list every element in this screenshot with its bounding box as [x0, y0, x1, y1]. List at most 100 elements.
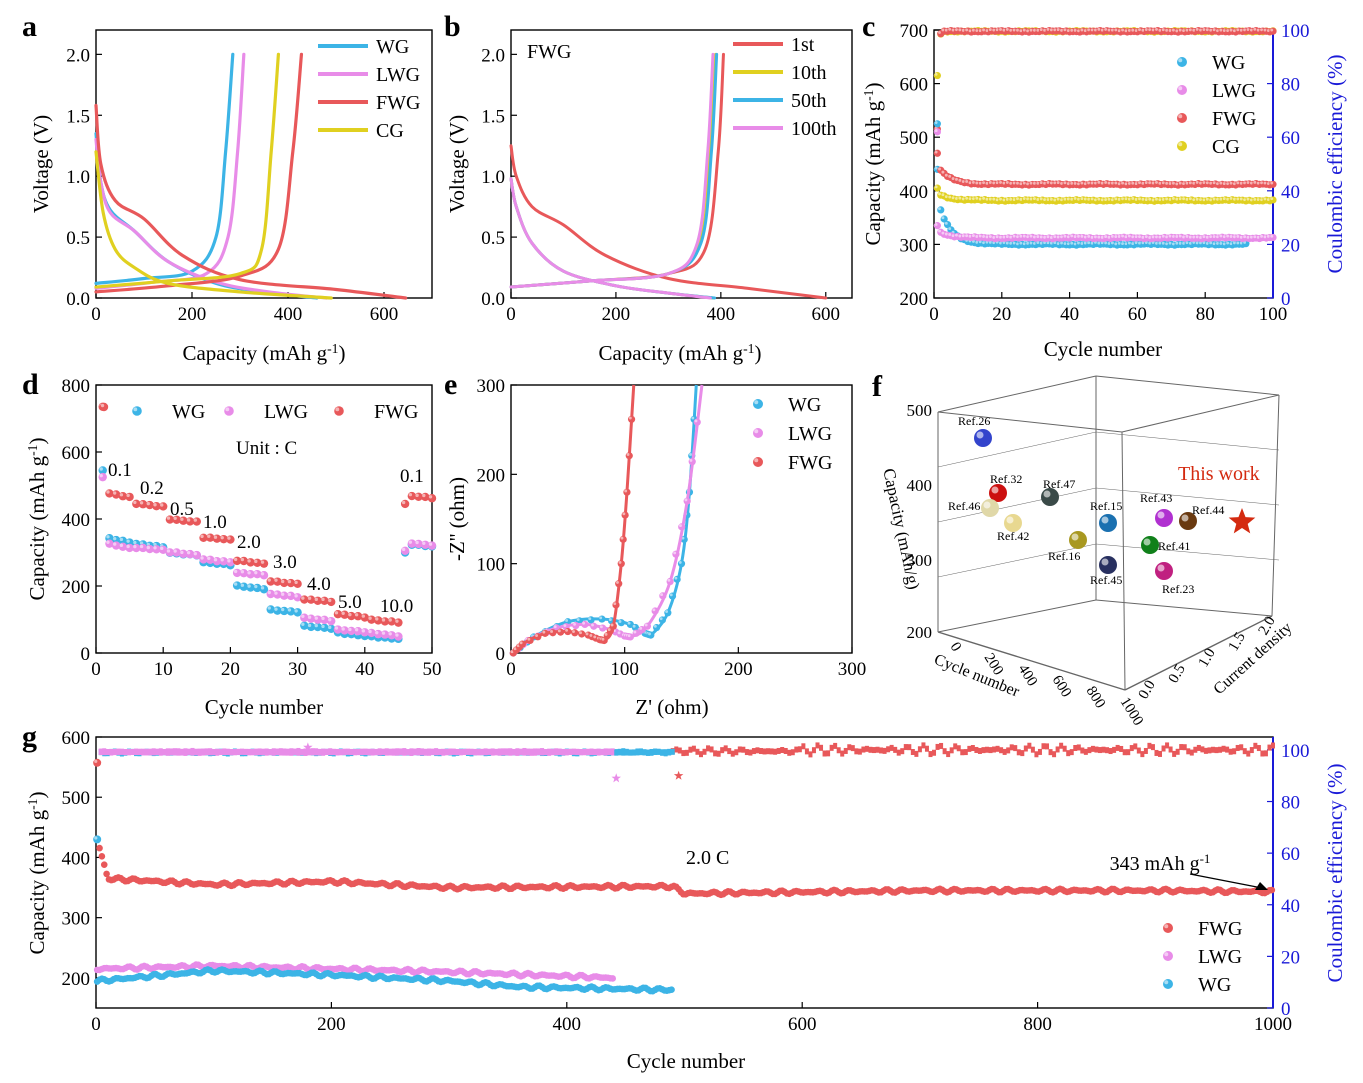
point-highlight [673, 551, 677, 555]
point-highlight [1087, 234, 1091, 238]
ce-marker [299, 749, 304, 756]
point-highlight [975, 240, 979, 244]
ce-marker [254, 748, 259, 755]
legend-marker [753, 457, 763, 467]
rate-point-WG [246, 583, 255, 592]
point-highlight [1236, 197, 1240, 201]
y-tick-label: 1.0 [66, 167, 90, 188]
point-fill [125, 492, 134, 502]
point-highlight [1002, 198, 1006, 202]
rate-point-LWG [400, 546, 410, 556]
point-highlight [1077, 182, 1080, 186]
point-fill [1269, 180, 1277, 188]
x-tick-label: 800 [1023, 1014, 1052, 1035]
ce-marker-FWG [1059, 742, 1064, 749]
point-fill [1163, 979, 1173, 989]
point-highlight [624, 489, 628, 493]
rate-point-FWG [192, 517, 201, 526]
legend-marker [1177, 57, 1187, 67]
point-highlight [665, 610, 669, 613]
point-highlight [294, 594, 298, 598]
axis-title-part: -1 [743, 341, 754, 356]
rate-point-FWG [259, 559, 269, 568]
nyquist-point-FWG [627, 415, 636, 423]
point-highlight [422, 493, 426, 498]
ref-label: Ref.42 [997, 529, 1029, 543]
point-highlight [1022, 242, 1026, 246]
capacity-point-WG [937, 206, 945, 214]
ce-marker [476, 749, 481, 756]
ce-marker-FWG [847, 744, 852, 751]
point-fill [621, 511, 629, 519]
point-highlight [975, 235, 979, 238]
point-highlight [1046, 198, 1050, 201]
rate-point-FWG [145, 500, 154, 510]
ce-marker-FWG [992, 746, 997, 753]
ce-marker [635, 748, 640, 755]
point-highlight [1202, 235, 1206, 239]
point-highlight [563, 624, 567, 627]
rate-point-FWG [246, 558, 255, 567]
y-tick-label: 0.5 [1166, 662, 1189, 686]
point-highlight [1233, 241, 1236, 245]
rate-point-LWG [259, 571, 269, 580]
point-highlight [1175, 197, 1179, 201]
ce-marker [497, 748, 502, 755]
rate-point-LWG [300, 613, 309, 622]
ce-marker-FWG [1030, 746, 1035, 753]
x-tick-label: 40 [355, 659, 374, 680]
point-highlight [1016, 242, 1019, 246]
rate-point-FWG [105, 489, 114, 498]
point-highlight [1178, 86, 1183, 91]
rate-point-FWG [394, 618, 403, 627]
ce-marker [589, 748, 594, 755]
point-highlight [1202, 28, 1206, 31]
point-highlight [1070, 28, 1074, 32]
point-highlight [1049, 181, 1053, 185]
sphere-Ref.43 [1155, 509, 1173, 527]
ce-marker [585, 748, 590, 755]
ce-marker-FWG [819, 744, 824, 751]
ce-marker [582, 749, 587, 756]
y-tick-label: 700 [900, 21, 929, 42]
sphere-highlight [976, 431, 984, 439]
curve-FWG-discharge [94, 103, 408, 300]
rate-point-LWG [387, 631, 396, 640]
legend-label: 10th [791, 62, 827, 84]
point-highlight [1097, 235, 1101, 239]
rate-point-FWG [347, 611, 356, 621]
point-highlight [958, 28, 962, 32]
ce-marker [568, 748, 573, 755]
box-edge [1271, 394, 1280, 617]
point-highlight [1138, 241, 1141, 245]
x-tick-label: 20 [221, 659, 240, 680]
ce-marker-FWG [1115, 744, 1120, 751]
ce-marker [261, 749, 266, 756]
point-highlight [1168, 182, 1172, 185]
point-highlight [694, 419, 698, 423]
nyquist-point-LWG [693, 418, 701, 426]
point-highlight [1229, 196, 1233, 200]
point-highlight [1249, 235, 1253, 239]
rate-point-LWG [145, 544, 154, 554]
ce-marker-FWG [1097, 747, 1102, 754]
sphere-Ref.47 [1041, 488, 1059, 506]
panel-g: g0 200 400 600 800 10002003004005006000204060… [22, 720, 1347, 1073]
point-highlight [1066, 235, 1070, 239]
y2-tick-label: 100 [1281, 21, 1310, 42]
box-edge [1095, 599, 1273, 617]
point-highlight [1043, 181, 1047, 185]
point-highlight [988, 181, 992, 184]
ce-marker [511, 748, 516, 755]
point-fill [937, 206, 945, 214]
ce-marker [137, 748, 142, 755]
point-highlight [173, 549, 177, 553]
capacity-first-point [93, 835, 102, 844]
ce-marker [660, 749, 665, 756]
ce-marker [151, 748, 156, 755]
point-highlight [166, 516, 171, 520]
ce-marker [603, 748, 608, 755]
point-highlight [1077, 241, 1080, 245]
rate-point-WG [320, 623, 329, 633]
ce-marker-FWG [1158, 750, 1163, 757]
